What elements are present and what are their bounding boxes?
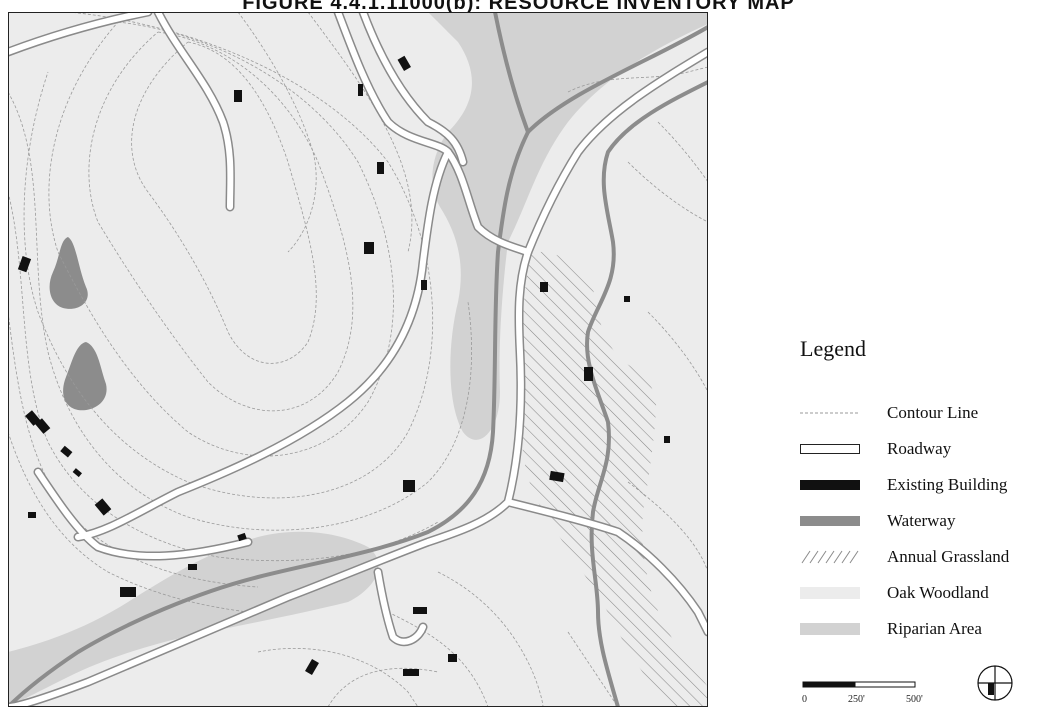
legend-item-riparian-area: Riparian Area bbox=[800, 618, 1036, 642]
map-title: FIGURE 4.4.1.11000(b): RESOURCE INVENTOR… bbox=[242, 0, 795, 14]
scale-tick-0: 0 bbox=[802, 694, 807, 705]
existing-buildings bbox=[17, 55, 670, 676]
riparian-area-southwest bbox=[8, 531, 379, 707]
waterway-swatch bbox=[800, 516, 860, 526]
pond-lower bbox=[63, 342, 107, 411]
legend: Legend Contour Line Roadway Existing Bui… bbox=[796, 336, 1036, 707]
woodland-swatch bbox=[800, 587, 860, 599]
roadway-swatch bbox=[800, 444, 860, 454]
legend-item-annual-grassland: Annual Grassland bbox=[800, 546, 1036, 570]
legend-item-roadway: Roadway bbox=[800, 438, 1036, 462]
legend-title: Legend bbox=[800, 336, 866, 361]
annual-grassland-area bbox=[519, 251, 708, 707]
scale-bar: 0 250' 500' bbox=[802, 676, 923, 707]
scale-tick-500: 500' bbox=[906, 694, 923, 705]
legend-item-waterway: Waterway bbox=[800, 510, 1036, 534]
legend-item-existing-building: Existing Building bbox=[800, 474, 1036, 498]
grassland-swatch bbox=[801, 550, 859, 564]
north-arrow-icon bbox=[977, 665, 1013, 701]
roadways bbox=[8, 12, 708, 707]
riparian-swatch bbox=[800, 623, 860, 635]
scale-bar-graphic bbox=[802, 681, 916, 688]
resource-map bbox=[8, 12, 708, 707]
contour-line-swatch bbox=[800, 412, 860, 414]
contour-lines bbox=[8, 12, 708, 707]
riparian-area-north bbox=[428, 12, 708, 440]
scale-tick-250: 250' bbox=[848, 694, 865, 705]
building-swatch bbox=[800, 480, 860, 490]
legend-item-contour-line: Contour Line bbox=[800, 402, 1036, 426]
legend-item-oak-woodland: Oak Woodland bbox=[800, 582, 1036, 606]
